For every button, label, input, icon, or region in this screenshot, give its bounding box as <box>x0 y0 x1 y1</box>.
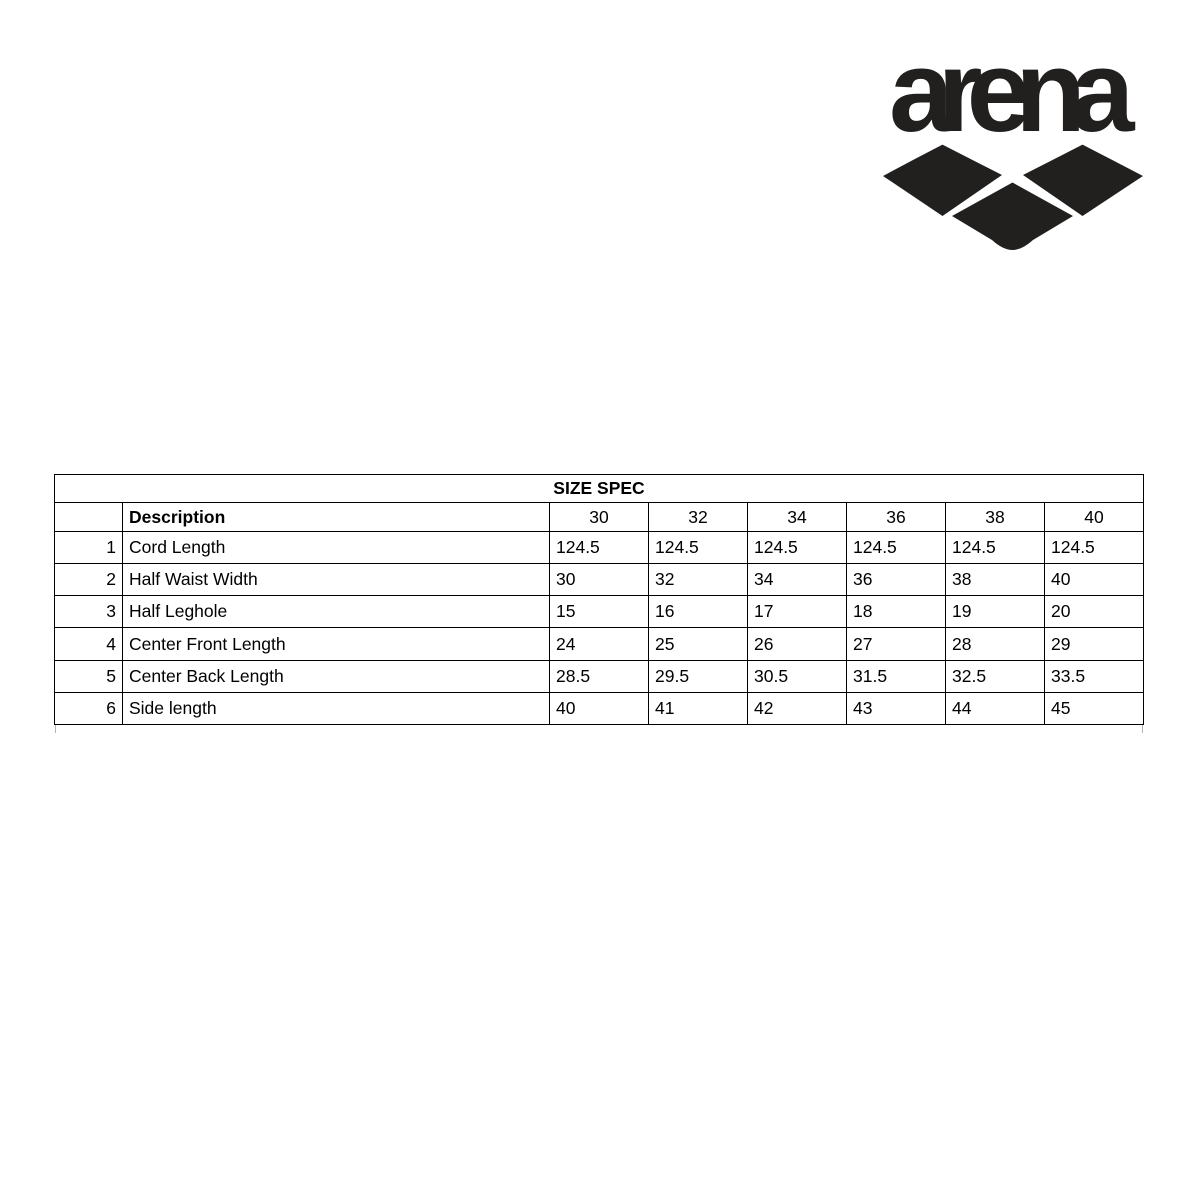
svg-text:arena: arena <box>889 40 1136 156</box>
